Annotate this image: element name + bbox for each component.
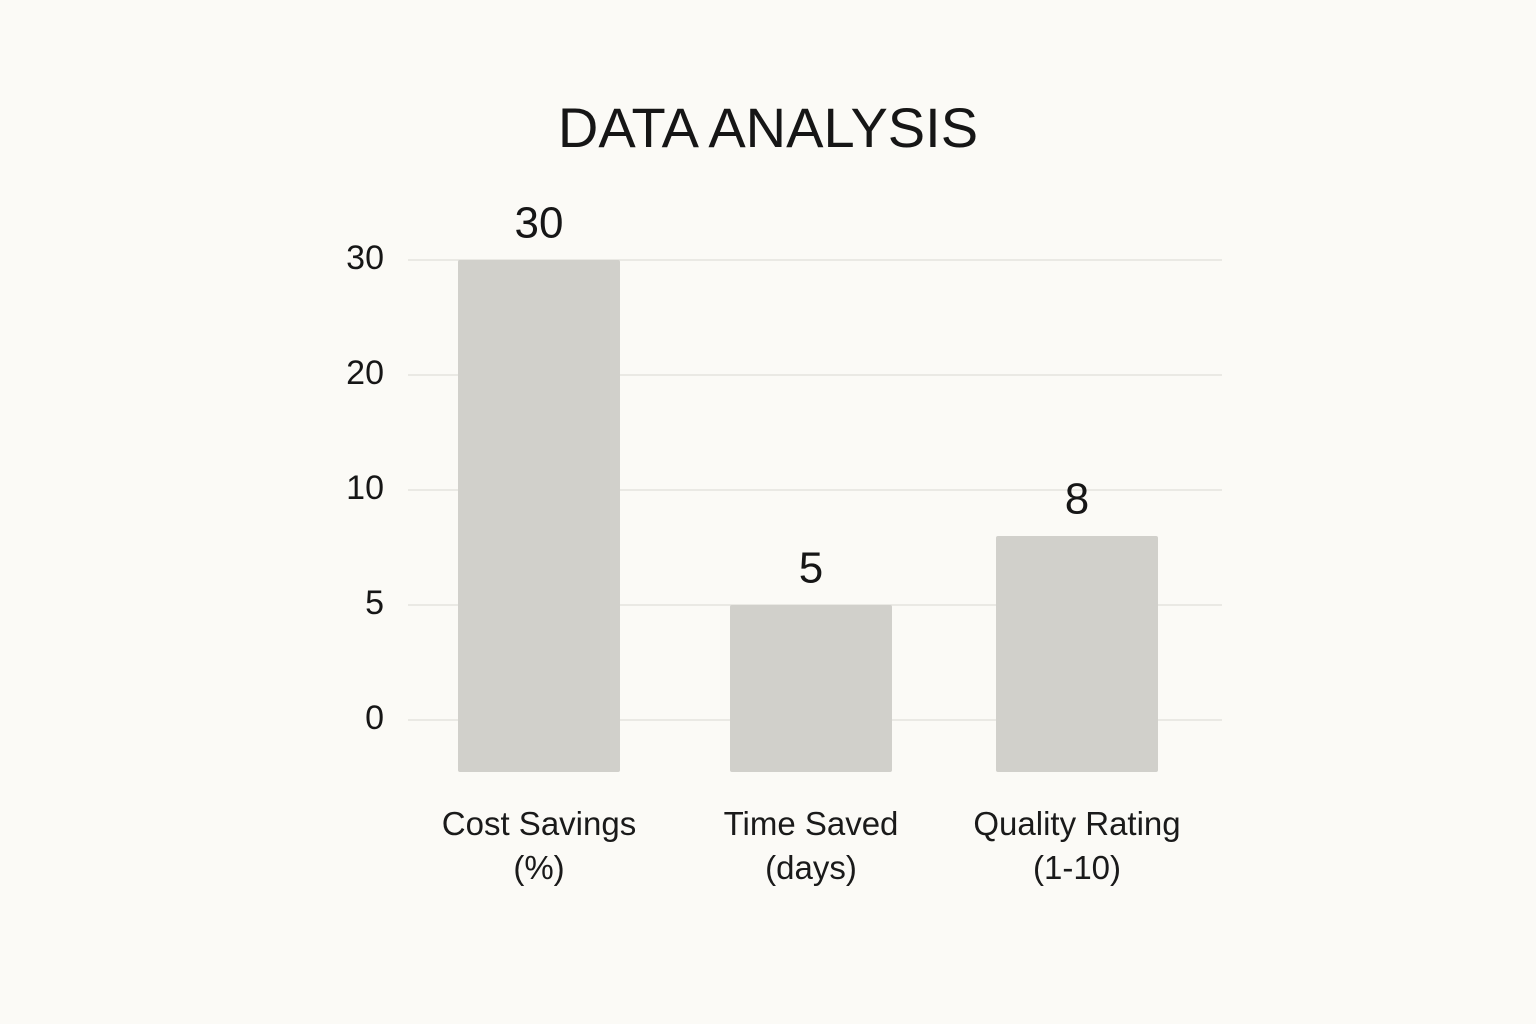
value-label: 8 <box>1065 475 1089 524</box>
y-tick-label: 5 <box>365 584 384 622</box>
bar <box>730 605 892 772</box>
x-tick-label: Cost Savings (%) <box>441 805 637 886</box>
value-label: 5 <box>799 544 823 593</box>
x-tick-label: Quality Rating (1-10) <box>973 805 1181 886</box>
bar <box>458 260 620 772</box>
chart-title: DATA ANALYSIS <box>558 96 978 159</box>
y-tick-label: 30 <box>346 239 384 277</box>
x-tick-label: Time Saved (days) <box>723 805 899 886</box>
y-tick-label: 0 <box>365 699 384 737</box>
y-tick-label: 20 <box>346 354 384 392</box>
bar <box>996 536 1158 772</box>
value-label: 30 <box>515 199 564 248</box>
y-tick-label: 10 <box>346 469 384 507</box>
